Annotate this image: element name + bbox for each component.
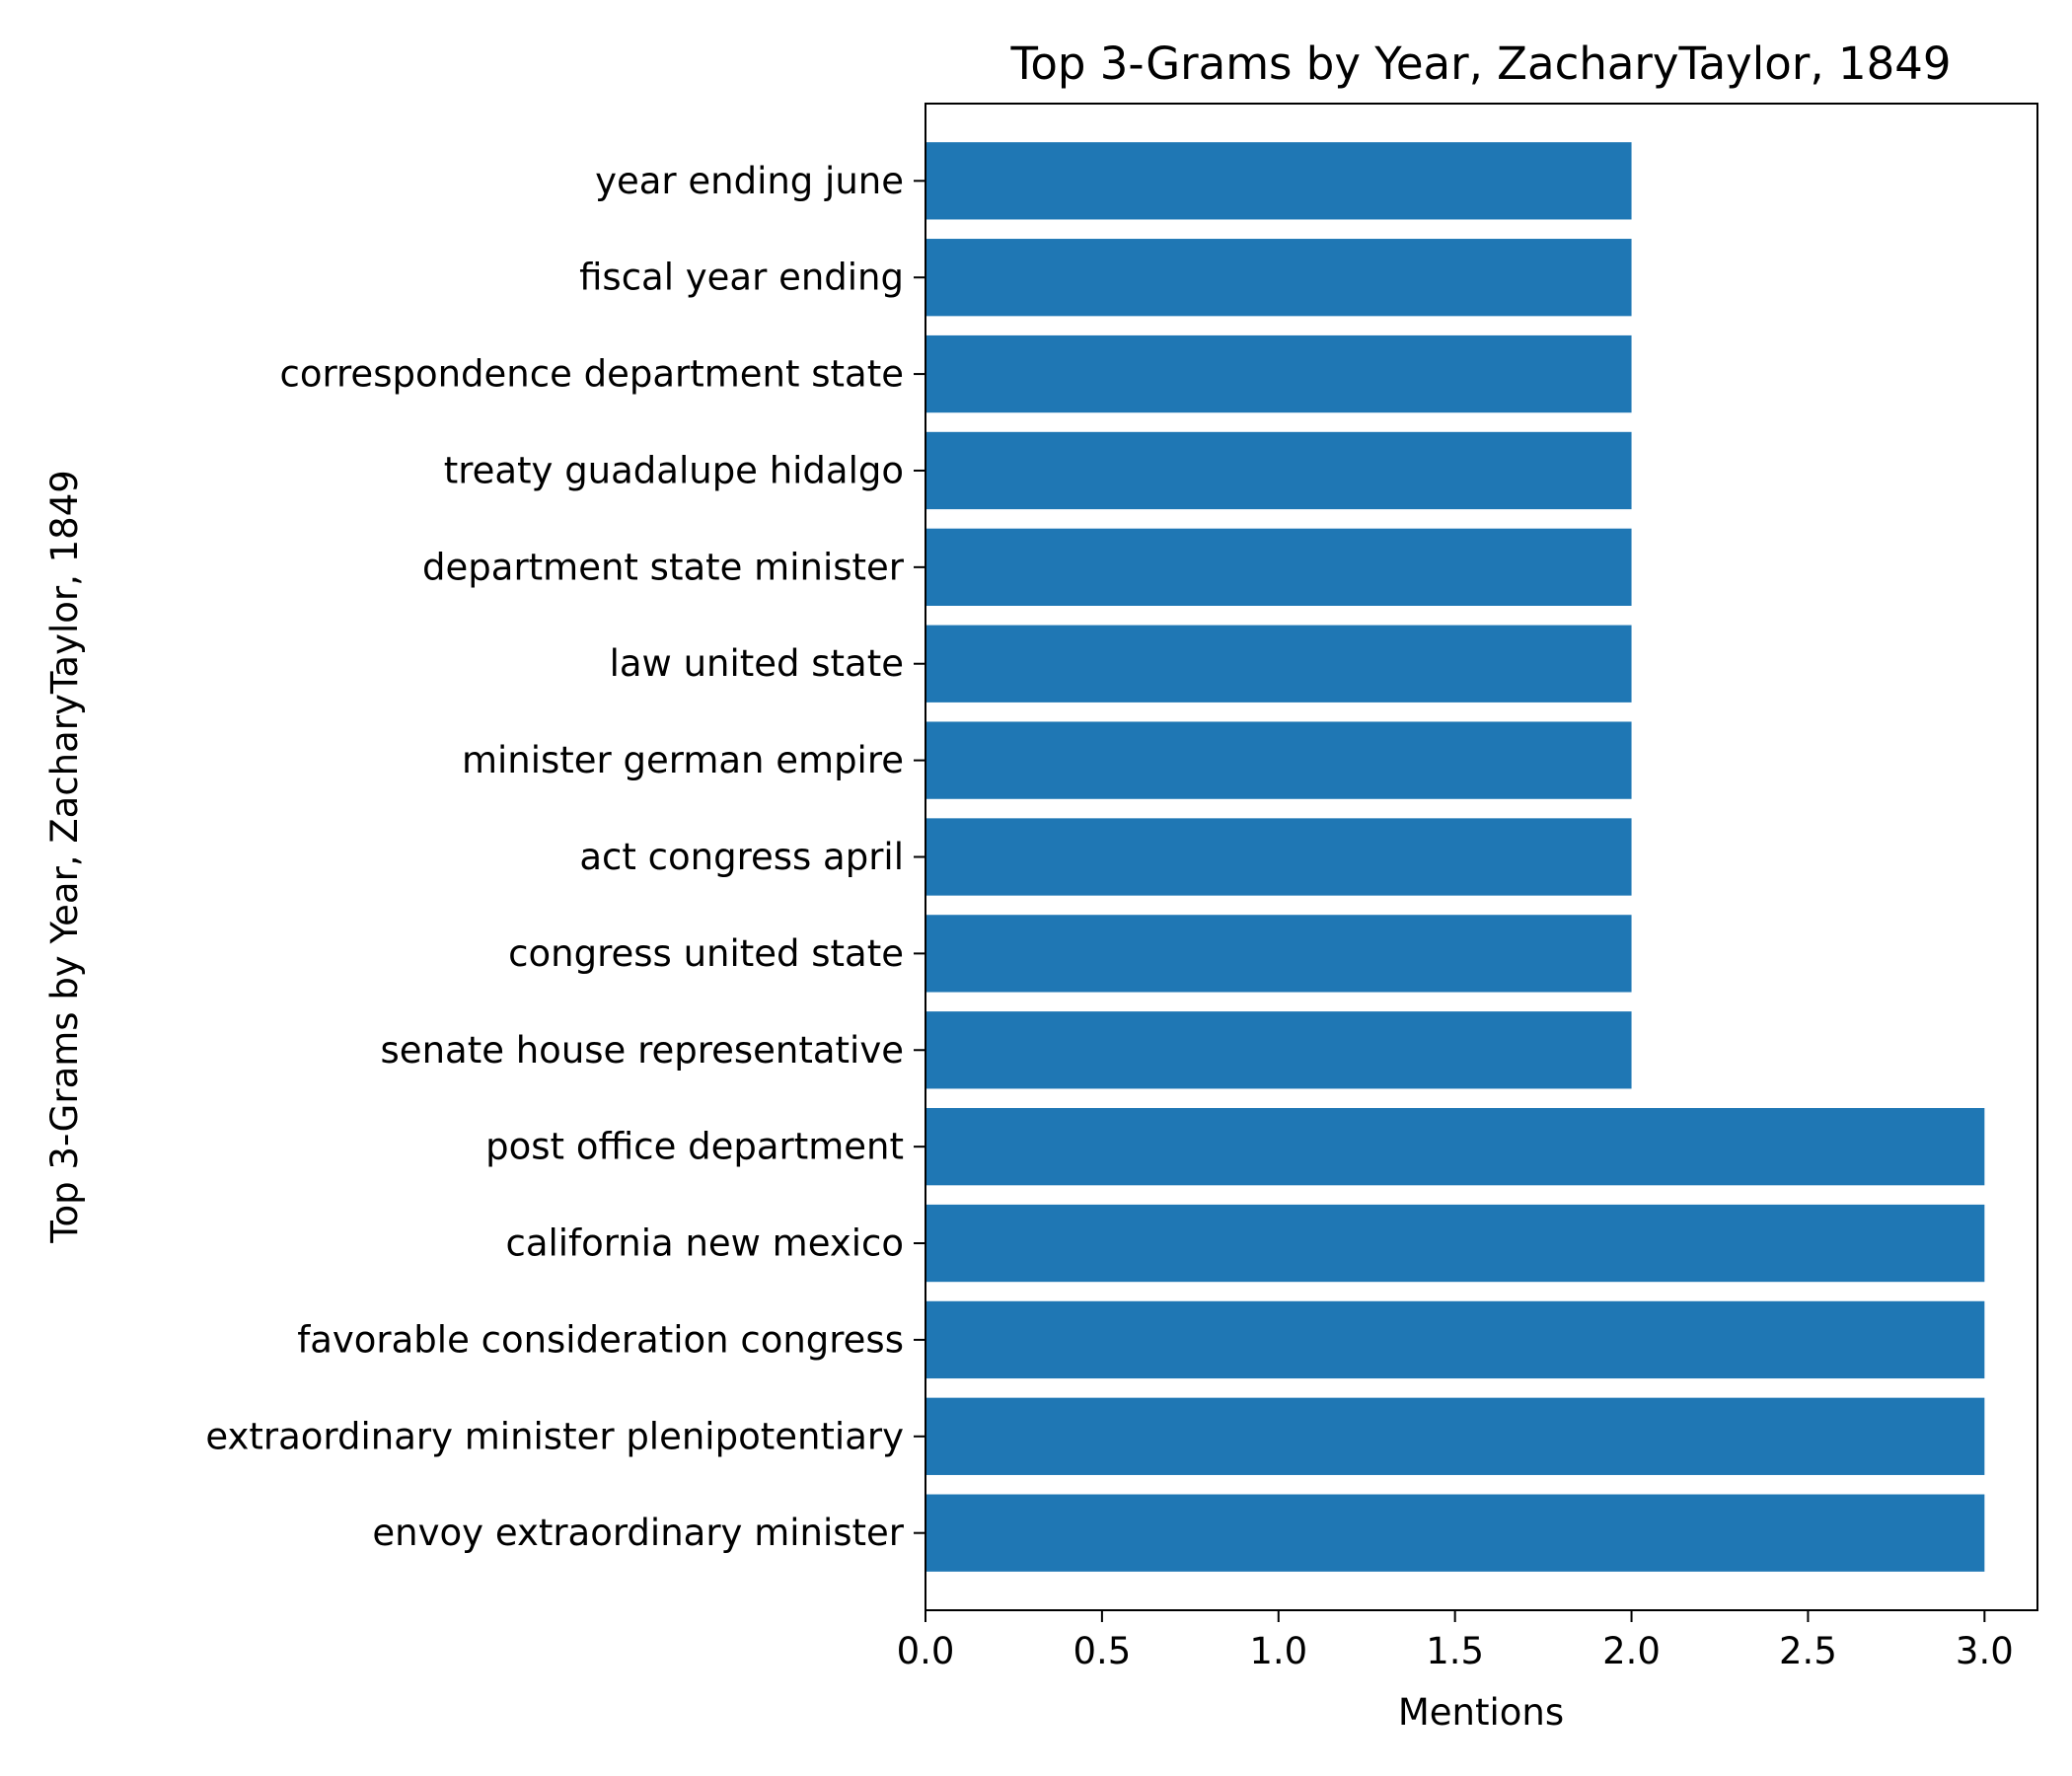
bar-year-ending-june	[925, 142, 1632, 220]
bar-congress-united-state	[925, 915, 1632, 993]
x-tick-label: 2.0	[1602, 1630, 1661, 1672]
y-tick-label: envoy extraordinary minister	[372, 1512, 904, 1554]
y-tick-label: law united state	[610, 642, 904, 685]
y-axis-ticks: envoy extraordinary minister extraordinar…	[205, 160, 925, 1554]
y-tick-label: fiscal year ending	[579, 257, 904, 299]
bar-act-congress-april	[925, 818, 1632, 896]
bars-group	[925, 142, 1985, 1572]
x-tick-label: 1.5	[1426, 1630, 1484, 1672]
bar-envoy-extraordinary-minister	[925, 1494, 1985, 1572]
bar-department-state-minister	[925, 528, 1632, 606]
y-tick-label: act congress april	[579, 836, 904, 878]
y-tick-label: post office department	[485, 1126, 904, 1168]
bar-correspondence-department-state	[925, 334, 1632, 413]
x-tick-label: 2.5	[1779, 1630, 1837, 1672]
y-tick-label: treaty guadalupe hidalgo	[444, 449, 904, 491]
x-tick-label: 3.0	[1956, 1630, 2014, 1672]
chart-title: Top 3-Grams by Year, ZacharyTaylor, 1849	[1010, 37, 1952, 90]
y-tick-label: extraordinary minister plenipotentiary	[205, 1415, 904, 1457]
y-tick-label: favorable consideration congress	[297, 1318, 904, 1361]
bar-law-united-state	[925, 625, 1632, 703]
x-tick-label: 1.0	[1249, 1630, 1307, 1672]
bar-favorable-consideration-congress	[925, 1300, 1985, 1379]
x-axis-ticks: 0.0 0.5 1.0 1.5 2.0 2.5 3.0	[897, 1610, 2014, 1672]
x-tick-label: 0.5	[1073, 1630, 1131, 1672]
bar-treaty-guadalupe-hidalgo	[925, 431, 1632, 510]
y-tick-label: minister german empire	[462, 739, 904, 781]
y-tick-label: congress united state	[508, 932, 904, 975]
y-tick-label: senate house representative	[381, 1029, 904, 1072]
y-tick-label: year ending june	[595, 160, 904, 202]
y-tick-label: california new mexico	[505, 1222, 904, 1265]
y-tick-label: correspondence department state	[279, 353, 904, 396]
bar-senate-house-representative	[925, 1011, 1632, 1089]
x-axis-label: Mentions	[1398, 1691, 1564, 1734]
bar-fiscal-year-ending	[925, 239, 1632, 317]
bar-california-new-mexico	[925, 1204, 1985, 1283]
y-tick-label: department state minister	[422, 546, 905, 588]
bar-post-office-department	[925, 1108, 1985, 1186]
y-axis-label: Top 3-Grams by Year, ZacharyTaylor, 1849	[43, 470, 86, 1244]
bar-minister-german-empire	[925, 721, 1632, 799]
bar-extraordinary-minister-plenipotentiary	[925, 1397, 1985, 1475]
x-tick-label: 0.0	[897, 1630, 955, 1672]
